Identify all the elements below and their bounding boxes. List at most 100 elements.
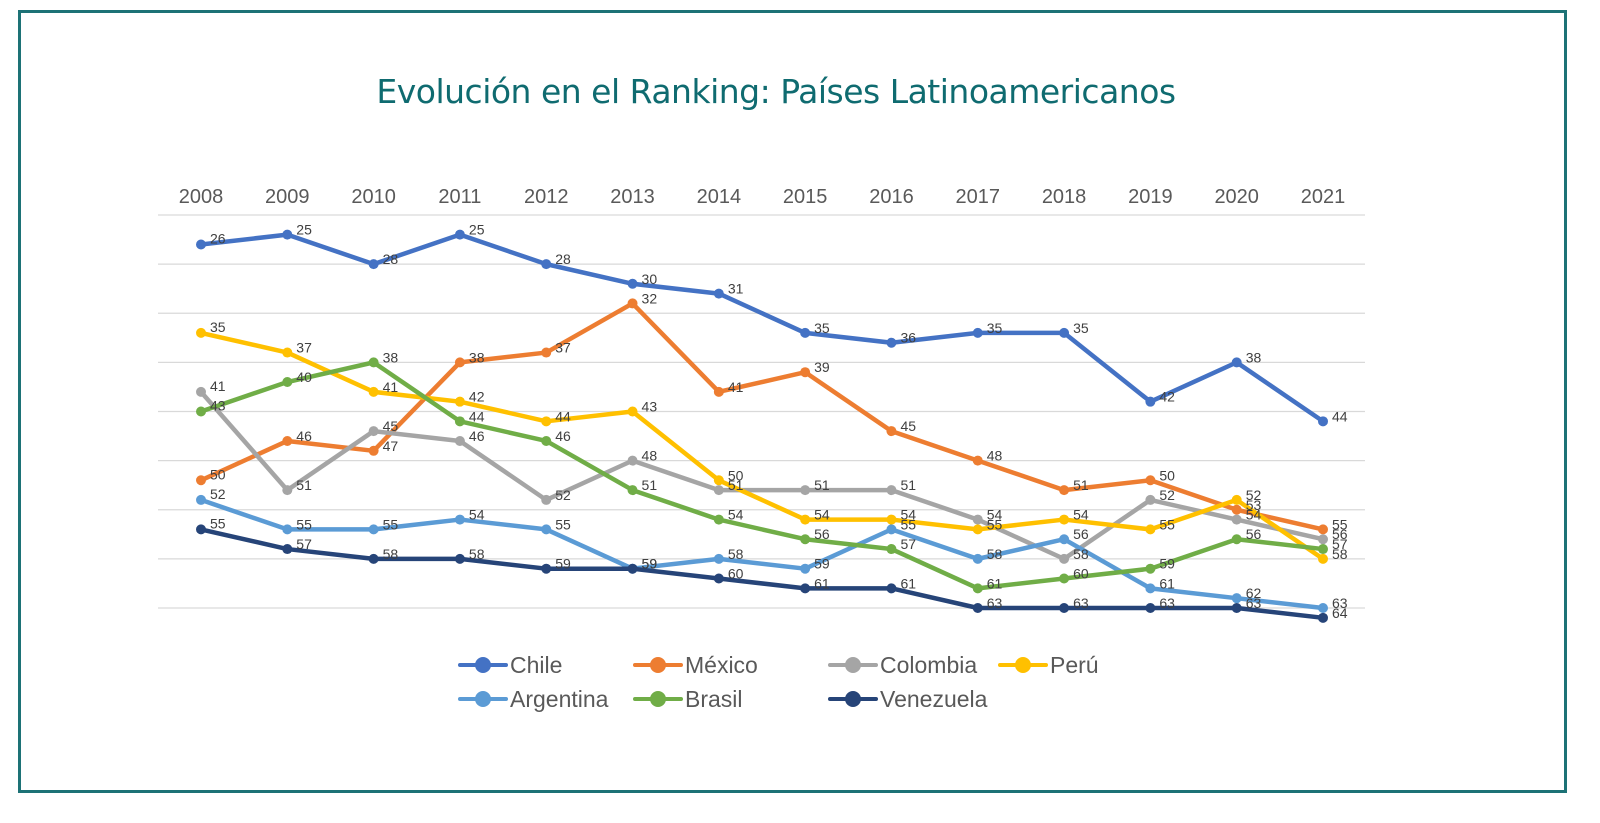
data-label-mexico: 47: [383, 438, 399, 454]
data-label-peru: 41: [383, 379, 399, 395]
data-label-argentina: 55: [296, 516, 312, 532]
legend-item-colombia: Colombia: [828, 652, 998, 679]
data-label-argentina: 59: [814, 556, 830, 572]
x-tick-label: 2010: [351, 186, 396, 208]
data-label-venezuela: 61: [814, 575, 830, 591]
data-point-venezuela: [454, 553, 465, 564]
series-line-venezuela: [198, 527, 1326, 621]
data-point-argentina: [368, 524, 379, 535]
data-label-mexico: 32: [642, 290, 658, 306]
data-point-peru: [541, 416, 552, 427]
data-label-peru: 44: [555, 408, 571, 424]
data-point-peru: [1318, 553, 1328, 564]
data-point-venezuela: [1231, 603, 1242, 613]
data-label-peru: 55: [1159, 516, 1175, 532]
x-tick-label: 2021: [1301, 186, 1346, 208]
data-point-mexico: [1145, 475, 1156, 486]
data-labels: 26 25 28 25 28 30 31 35 36 35 35 42 38 44 50 46 47 38 37 32…: [210, 222, 1348, 621]
legend-marker-icon: [458, 689, 508, 709]
data-point-brasil: [627, 485, 638, 496]
legend-label: Brasil: [685, 685, 743, 712]
data-label-colombia: 41: [210, 378, 226, 394]
data-label-brasil: 57: [1332, 536, 1348, 552]
data-point-brasil: [1231, 534, 1242, 545]
data-point-chile: [713, 288, 724, 299]
data-point-brasil: [1059, 573, 1070, 584]
data-point-peru: [1059, 514, 1070, 525]
data-point-mexico: [627, 298, 638, 309]
data-point-brasil: [541, 435, 552, 446]
data-point-brasil: [800, 534, 811, 545]
data-label-colombia: 51: [900, 477, 916, 493]
data-point-venezuela: [886, 583, 897, 594]
data-label-peru: 58: [1332, 546, 1348, 562]
x-axis-labels: 2008 2009 2010 2011 2012 2013 2014 2015 2016 2017…: [179, 186, 1346, 208]
data-point-argentina: [800, 563, 811, 574]
legend-item-venezuela: Venezuela: [828, 686, 998, 713]
data-point-colombia: [454, 435, 465, 446]
x-tick-label: 2014: [697, 186, 742, 208]
series-line-argentina: [198, 497, 1326, 611]
data-label-mexico: 55: [1332, 516, 1348, 532]
data-point-argentina: [713, 553, 724, 564]
data-point-colombia: [541, 494, 552, 505]
data-label-colombia: 52: [1159, 487, 1175, 503]
data-label-brasil: 59: [1159, 556, 1175, 572]
data-point-argentina: [1231, 593, 1242, 604]
data-point-mexico: [1318, 524, 1328, 535]
data-label-colombia: 52: [555, 487, 571, 503]
data-label-chile: 35: [1073, 320, 1089, 336]
x-tick-label: 2017: [956, 186, 1001, 208]
series-line-brasil: [198, 360, 1326, 591]
data-label-colombia: 51: [296, 477, 312, 493]
data-label-argentina: 52: [210, 486, 226, 502]
data-label-venezuela: 57: [296, 536, 312, 552]
data-label-venezuela: 59: [555, 556, 571, 572]
data-label-chile: 25: [296, 222, 312, 238]
legend-marker-icon: [633, 689, 683, 709]
data-label-chile: 36: [900, 330, 916, 346]
data-point-venezuela: [627, 563, 638, 574]
data-label-venezuela: 59: [642, 556, 658, 572]
data-label-mexico: 46: [296, 428, 312, 444]
x-tick-label: 2012: [524, 186, 569, 208]
data-point-mexico: [886, 426, 897, 437]
data-point-chile: [454, 229, 465, 240]
data-point-peru: [368, 386, 379, 397]
data-label-brasil: 51: [642, 477, 658, 493]
legend-marker-icon: [633, 655, 683, 675]
legend-item-argentina: Argentina: [458, 686, 633, 713]
data-label-brasil: 57: [900, 536, 916, 552]
data-point-peru: [800, 514, 811, 525]
data-label-peru: 37: [296, 340, 312, 356]
data-label-venezuela: 63: [1073, 595, 1089, 611]
data-point-venezuela: [972, 603, 983, 613]
data-point-chile: [1059, 327, 1070, 338]
legend-item-brasil: Brasil: [633, 686, 828, 713]
x-tick-label: 2009: [265, 186, 310, 208]
data-label-peru: 52: [1246, 487, 1262, 503]
data-label-venezuela: 64: [1332, 605, 1348, 621]
legend-label: Chile: [510, 651, 563, 678]
data-point-venezuela: [1145, 603, 1156, 613]
data-point-chile: [1145, 396, 1156, 407]
data-point-venezuela: [368, 553, 379, 564]
data-label-chile: 31: [728, 281, 744, 297]
data-label-brasil: 43: [210, 398, 226, 414]
data-point-mexico: [800, 367, 811, 378]
data-point-colombia: [1318, 534, 1328, 545]
data-label-argentina: 58: [728, 546, 744, 562]
data-label-mexico: 38: [469, 349, 485, 365]
data-point-brasil: [972, 583, 983, 594]
data-label-peru: 54: [900, 507, 916, 523]
legend-item-chile: Chile: [458, 652, 633, 679]
data-label-brasil: 60: [1073, 566, 1089, 582]
data-label-chile: 30: [642, 271, 658, 287]
data-label-mexico: 51: [1073, 477, 1089, 493]
series-lines: [196, 229, 1328, 623]
data-point-brasil: [454, 416, 465, 427]
data-label-brasil: 61: [987, 575, 1003, 591]
data-point-chile: [886, 337, 897, 348]
data-point-mexico: [196, 475, 206, 486]
